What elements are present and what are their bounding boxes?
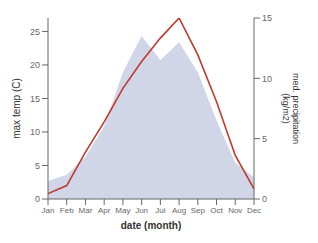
svg-text:May: May [115, 206, 130, 215]
svg-text:0: 0 [35, 194, 40, 204]
svg-text:med. precipitation(kg/m2): med. precipitation(kg/m2) [281, 73, 301, 144]
svg-text:Aug: Aug [172, 206, 186, 215]
svg-text:Nov: Nov [228, 206, 242, 215]
svg-text:Apr: Apr [98, 206, 111, 215]
svg-text:15: 15 [30, 94, 40, 104]
svg-text:Dec: Dec [247, 206, 261, 215]
svg-text:Feb: Feb [60, 206, 74, 215]
svg-text:20: 20 [30, 60, 40, 70]
svg-text:25: 25 [30, 27, 40, 37]
svg-text:date (month): date (month) [121, 220, 182, 231]
svg-text:10: 10 [30, 127, 40, 137]
svg-text:Jul: Jul [155, 206, 165, 215]
svg-text:Oct: Oct [210, 206, 223, 215]
svg-text:5: 5 [262, 134, 267, 144]
svg-text:15: 15 [262, 13, 272, 23]
svg-text:5: 5 [35, 161, 40, 171]
svg-text:0: 0 [262, 194, 267, 204]
svg-text:Jun: Jun [135, 206, 148, 215]
svg-text:Jan: Jan [42, 206, 55, 215]
svg-text:10: 10 [262, 74, 272, 84]
svg-text:Sep: Sep [191, 206, 206, 215]
svg-text:Mar: Mar [79, 206, 93, 215]
svg-text:max temp (C): max temp (C) [11, 78, 22, 139]
